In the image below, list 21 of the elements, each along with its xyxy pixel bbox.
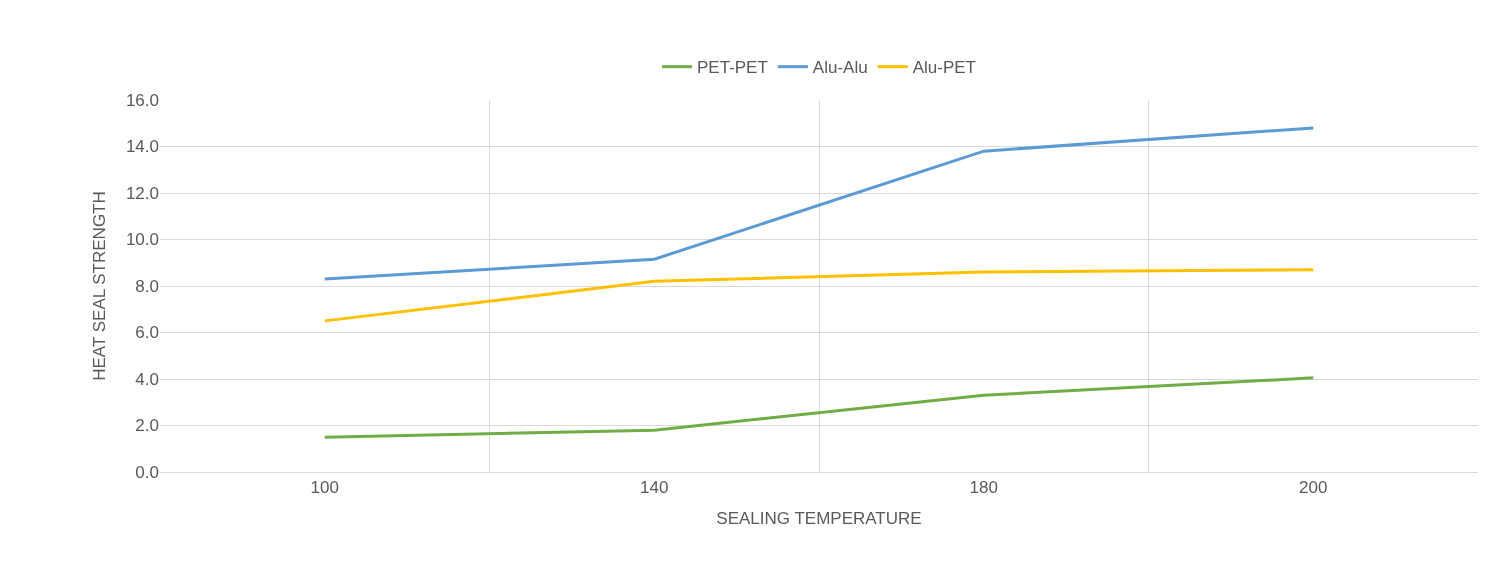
x-tick-label: 100 [310, 478, 339, 498]
x-tick-label: 200 [1299, 478, 1328, 498]
y-tick-label: 10.0 [125, 230, 159, 250]
y-tick-label: 0.0 [135, 462, 159, 482]
line-series [323, 376, 1315, 439]
legend-label: Alu-PET [912, 58, 976, 78]
y-tick-label: 14.0 [125, 137, 159, 157]
y-tick-label: 8.0 [135, 276, 159, 296]
y-tick-label: 16.0 [125, 90, 159, 110]
x-axis-title: SEALING TEMPERATURE [716, 508, 922, 528]
y-tick-label: 4.0 [135, 369, 159, 389]
line-series [323, 126, 1315, 281]
y-tick-label: 6.0 [135, 323, 159, 343]
x-tick-label: 140 [640, 478, 669, 498]
x-tick-label: 180 [969, 478, 998, 498]
y-tick-label: 12.0 [125, 183, 159, 203]
line-series [323, 268, 1315, 323]
legend-label: PET-PET [697, 58, 768, 78]
y-tick-label: 2.0 [135, 416, 159, 436]
legend-label: Alu-Alu [812, 58, 868, 78]
y-axis-title: HEAT SEAL STRENGTH [90, 191, 110, 381]
